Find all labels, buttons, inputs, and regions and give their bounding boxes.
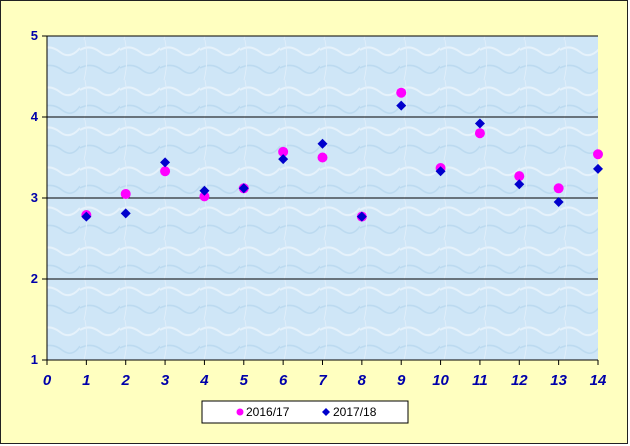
data-point-circle [278, 146, 289, 157]
data-point-diamond [160, 157, 171, 168]
x-tick-label: 1 [82, 372, 90, 389]
x-tick-label: 0 [43, 372, 52, 389]
x-tick-label: 5 [240, 372, 249, 389]
x-tick-label: 4 [199, 372, 209, 389]
legend-label-2017-18: 2017/18 [333, 405, 377, 419]
x-tick-label: 6 [279, 372, 288, 389]
gridlines [47, 35, 598, 280]
data-point-circle [120, 188, 131, 199]
data-point-diamond [553, 197, 564, 208]
legend-marker-2017-18 [322, 408, 330, 416]
data-point-circle [474, 128, 485, 139]
data-point-diamond [514, 179, 525, 190]
data-point-diamond [593, 163, 603, 174]
legend-box [201, 400, 409, 424]
x-tick-label: 10 [432, 372, 449, 389]
x-tick-label: 9 [397, 372, 406, 389]
x-axis-ticks: 0 1 2 3 4 5 6 7 8 9 10 11 12 13 14 [43, 360, 607, 389]
data-point-circle [317, 152, 328, 163]
data-point-circle [553, 183, 564, 194]
data-point-diamond [81, 211, 92, 222]
data-point-circle [160, 166, 171, 177]
y-tick-label: 4 [31, 109, 39, 124]
data-point-diamond [435, 166, 446, 177]
x-tick-label: 11 [472, 372, 488, 389]
y-tick-label: 2 [31, 271, 38, 286]
data-point-diamond [238, 183, 249, 194]
data-point-circle [593, 149, 603, 160]
series-2017-18 [81, 100, 603, 222]
x-tick-label: 2 [121, 372, 131, 389]
data-point-circle [514, 171, 525, 182]
y-tick-label: 1 [31, 352, 38, 367]
x-tick-label: 13 [550, 372, 567, 389]
x-tick-label: 3 [161, 372, 170, 389]
data-series [81, 87, 603, 222]
data-point-diamond [278, 154, 289, 165]
legend: 2016/17 2017/18 [201, 400, 409, 424]
data-point-diamond [199, 185, 210, 196]
x-tick-label: 14 [590, 372, 607, 389]
legend-label-2016-17: 2016/17 [246, 405, 290, 419]
y-axis-ticks: 1 2 3 4 5 [31, 28, 47, 367]
x-tick-label: 8 [358, 372, 367, 389]
legend-marker-2016-17 [236, 408, 244, 416]
x-tick-label: 7 [318, 372, 327, 389]
data-point-diamond [317, 138, 328, 149]
data-point-diamond [396, 100, 407, 111]
data-point-circle [199, 191, 210, 202]
data-point-diamond [120, 208, 131, 219]
data-point-circle [396, 87, 407, 98]
y-tick-label: 5 [31, 28, 38, 43]
y-tick-label: 3 [31, 190, 38, 205]
data-point-diamond [474, 118, 485, 129]
data-point-diamond [356, 211, 367, 222]
x-tick-label: 12 [511, 372, 528, 389]
